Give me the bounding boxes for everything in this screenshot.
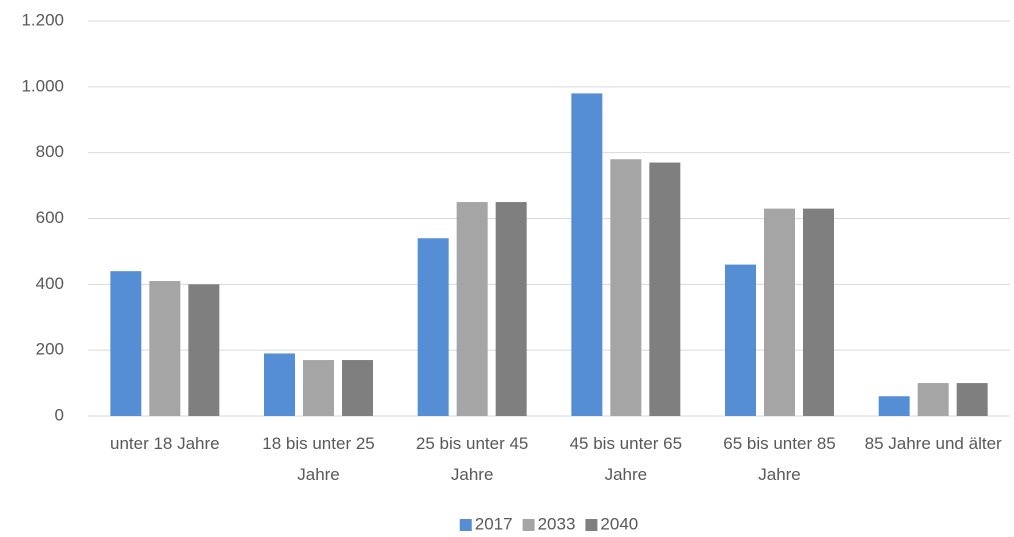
y-tick-label: 1.200 bbox=[21, 10, 64, 29]
x-tick-line: Jahre bbox=[605, 465, 648, 484]
legend-label: 2033 bbox=[538, 514, 576, 533]
bar bbox=[878, 396, 910, 416]
x-tick-label: 25 bis unter 45 Jahre bbox=[416, 434, 528, 484]
bar bbox=[417, 238, 449, 416]
bar bbox=[456, 202, 488, 416]
bar bbox=[764, 208, 795, 416]
bar bbox=[803, 208, 834, 416]
y-tick-label: 200 bbox=[36, 340, 64, 359]
legend: 2017 2033 2040 bbox=[459, 514, 638, 533]
bar bbox=[188, 284, 220, 416]
bar bbox=[917, 383, 949, 416]
bar bbox=[110, 271, 142, 416]
bar bbox=[495, 202, 527, 416]
bar bbox=[610, 159, 642, 416]
bar bbox=[149, 281, 181, 416]
x-tick-line: Jahre bbox=[451, 465, 494, 484]
x-tick-line: unter 18 Jahre bbox=[110, 434, 220, 453]
bar bbox=[571, 93, 603, 417]
y-tick-label: 1.000 bbox=[21, 76, 64, 95]
legend-label: 2017 bbox=[475, 514, 513, 533]
bar bbox=[649, 162, 681, 416]
bar bbox=[725, 264, 756, 416]
x-tick-line: 65 bis unter 85 bbox=[723, 434, 835, 453]
x-tick-label: 85 Jahre und älter bbox=[865, 434, 1002, 453]
legend-swatch bbox=[585, 519, 598, 531]
x-tick-label: 45 bis unter 65 Jahre bbox=[570, 434, 682, 484]
y-tick-label: 800 bbox=[36, 142, 64, 161]
x-tick-label: 18 bis unter 25 Jahre bbox=[262, 434, 374, 484]
bar bbox=[264, 353, 295, 416]
x-tick-line: 25 bis unter 45 bbox=[416, 434, 528, 453]
x-tick-label: 65 bis unter 85 Jahre bbox=[723, 434, 835, 484]
legend-swatch bbox=[522, 519, 535, 531]
y-tick-label: 0 bbox=[55, 405, 64, 424]
bar bbox=[956, 383, 988, 416]
y-tick-label: 600 bbox=[36, 208, 64, 227]
bar bbox=[342, 360, 373, 416]
x-tick-line: Jahre bbox=[758, 465, 801, 484]
x-tick-line: 85 Jahre und älter bbox=[865, 434, 1002, 453]
y-tick-label: 400 bbox=[36, 274, 64, 293]
legend-swatch bbox=[459, 519, 472, 531]
x-tick-label: unter 18 Jahre bbox=[110, 434, 220, 453]
x-tick-line: 18 bis unter 25 bbox=[262, 434, 374, 453]
bar bbox=[303, 360, 334, 416]
x-tick-line: Jahre bbox=[297, 465, 340, 484]
x-tick-line: 45 bis unter 65 bbox=[570, 434, 682, 453]
legend-label: 2040 bbox=[600, 514, 638, 533]
